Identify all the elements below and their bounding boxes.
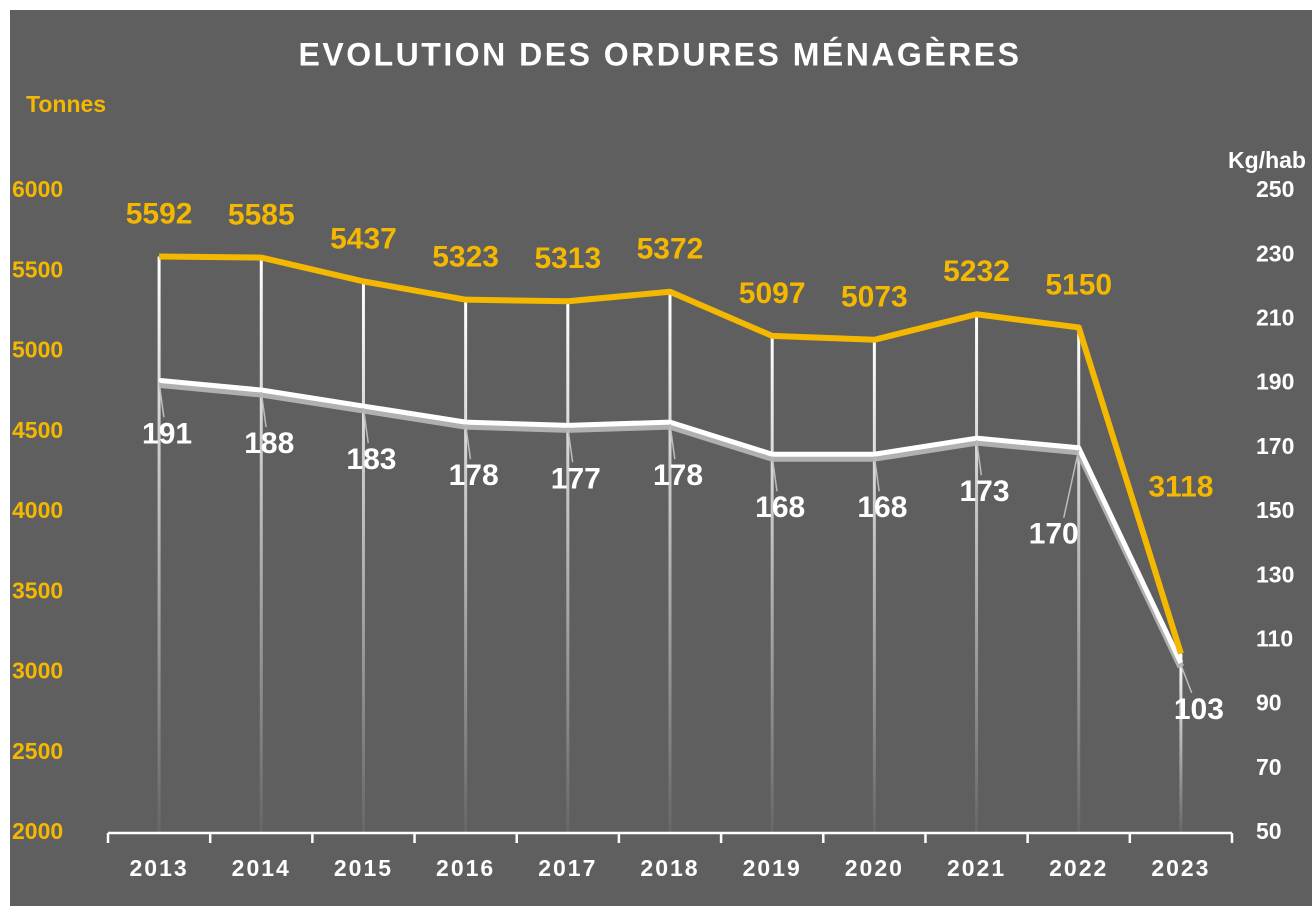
line — [158, 377, 1184, 664]
x-tick-label: 2018 — [640, 855, 699, 881]
data-label: 5592 — [126, 197, 193, 230]
data-label: 5097 — [739, 277, 806, 310]
x-tick-label: 2013 — [130, 855, 189, 881]
x-tick-label: 2017 — [538, 855, 597, 881]
y-tick-label: 2500 — [12, 738, 63, 764]
drop-line — [464, 299, 468, 833]
leader-line — [362, 407, 369, 444]
data-label: 5150 — [1045, 268, 1112, 301]
leader-line — [1062, 449, 1080, 518]
y-tick-label: 4000 — [12, 497, 63, 523]
y-tick-label: 4500 — [12, 417, 63, 443]
leader-line — [464, 424, 472, 460]
y2-tick-label: 90 — [1256, 690, 1282, 716]
drop-line — [1179, 653, 1183, 833]
data-label: 191 — [142, 417, 192, 450]
leader-line — [669, 424, 676, 460]
drop-line — [770, 335, 774, 833]
data-label: 177 — [551, 462, 601, 495]
y-tick-label: 5000 — [12, 337, 63, 363]
data-label: 5232 — [943, 255, 1010, 288]
data-label: 178 — [449, 459, 499, 492]
leader-line — [567, 427, 574, 463]
y2-tick-label: 250 — [1256, 176, 1294, 202]
drop-line — [872, 339, 876, 833]
plot-background — [10, 10, 1312, 906]
data-label: 188 — [244, 427, 294, 460]
leader-line — [975, 440, 983, 476]
y2-tick-label: 70 — [1256, 754, 1282, 780]
y2-tick-label: 230 — [1256, 240, 1294, 266]
data-label: 5073 — [841, 281, 908, 314]
leader-line — [260, 391, 267, 428]
leader-line — [1180, 664, 1193, 694]
y2-axis-label: Kg/hab — [1228, 147, 1306, 173]
data-label: 173 — [960, 475, 1010, 508]
y2-tick-label: 170 — [1256, 433, 1294, 459]
y-tick-label: 2000 — [12, 818, 63, 844]
drop-line — [1077, 327, 1081, 833]
drop-line — [668, 291, 672, 833]
drop-line — [157, 256, 161, 833]
y-tick-label: 5500 — [12, 256, 63, 282]
data-label: 5585 — [228, 199, 295, 232]
x-tick-label: 2022 — [1049, 855, 1108, 881]
data-label: 5372 — [637, 233, 704, 266]
y-tick-label: 3000 — [12, 658, 63, 684]
data-label: 168 — [755, 491, 805, 524]
data-label: 183 — [346, 443, 396, 476]
data-label: 3118 — [1148, 470, 1213, 503]
y-tick-label: 6000 — [12, 176, 63, 202]
y2-tick-label: 130 — [1256, 561, 1294, 587]
data-label: 178 — [653, 459, 703, 492]
data-label: 5437 — [330, 222, 397, 255]
drop-line — [259, 257, 263, 833]
leader-line — [873, 456, 880, 492]
y2-tick-label: 210 — [1256, 304, 1294, 330]
y2-tick-label: 150 — [1256, 497, 1294, 523]
x-tick-label: 2021 — [947, 855, 1006, 881]
y2-tick-label: 110 — [1256, 625, 1293, 651]
x-tick-label: 2023 — [1151, 855, 1210, 881]
leader-line — [771, 456, 778, 492]
chart-title: EVOLUTION DES ORDURES MÉNAGÈRES — [299, 36, 1022, 72]
x-tick-label: 2020 — [845, 855, 904, 881]
drop-line — [361, 281, 365, 833]
x-tick-label: 2014 — [232, 855, 291, 881]
data-label: 5323 — [432, 241, 499, 274]
leader-line — [158, 382, 165, 418]
x-tick-label: 2019 — [743, 855, 802, 881]
x-tick-label: 2015 — [334, 855, 393, 881]
y-tick-label: 3500 — [12, 577, 63, 603]
x-tick-label: 2016 — [436, 855, 495, 881]
drop-line — [566, 301, 570, 833]
y-axis-label: Tonnes — [26, 91, 106, 117]
line — [159, 253, 1184, 655]
data-label: 168 — [857, 491, 907, 524]
data-label: 170 — [1029, 518, 1079, 551]
y2-tick-label: 50 — [1256, 818, 1282, 844]
data-label: 5313 — [534, 242, 601, 275]
data-label: 103 — [1174, 693, 1224, 726]
y2-tick-label: 190 — [1256, 369, 1294, 395]
drop-line — [975, 314, 979, 833]
